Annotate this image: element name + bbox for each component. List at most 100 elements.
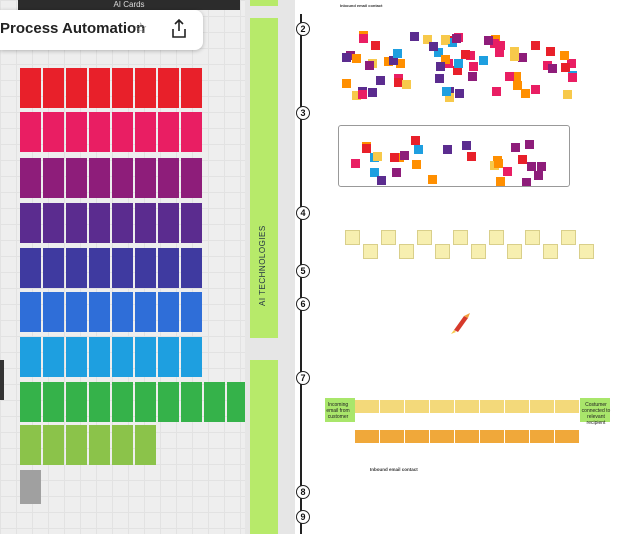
idea-sticky[interactable] — [543, 244, 558, 259]
star-icon[interactable]: ☆ — [134, 20, 148, 37]
ai-card[interactable] — [20, 68, 41, 108]
sticky-note[interactable] — [517, 52, 527, 62]
sticky-note[interactable] — [434, 48, 444, 58]
process-step-box[interactable] — [430, 400, 454, 413]
sticky-note[interactable] — [452, 66, 462, 76]
ai-card[interactable] — [112, 68, 133, 108]
ai-card[interactable] — [135, 68, 156, 108]
process-substep-box[interactable] — [480, 430, 504, 443]
ai-card[interactable] — [43, 382, 64, 422]
sticky-note[interactable] — [394, 78, 404, 88]
ai-card[interactable] — [181, 158, 202, 198]
ai-card[interactable] — [20, 248, 41, 288]
ai-card[interactable] — [20, 292, 41, 332]
process-step-box[interactable] — [505, 400, 529, 413]
sticky-note[interactable] — [341, 79, 351, 89]
ai-card[interactable] — [158, 337, 179, 377]
ai-card[interactable] — [227, 382, 248, 422]
sticky-note[interactable] — [367, 88, 377, 98]
sticky-note[interactable] — [494, 48, 504, 58]
ai-card[interactable] — [89, 68, 110, 108]
sticky-note[interactable] — [351, 91, 361, 101]
sticky-note[interactable] — [512, 80, 522, 90]
process-substep-box[interactable] — [505, 430, 529, 443]
sticky-note[interactable] — [534, 171, 544, 181]
sticky-note[interactable] — [566, 58, 576, 68]
sticky-note[interactable] — [341, 53, 351, 63]
ai-card[interactable] — [112, 292, 133, 332]
ai-card[interactable] — [135, 112, 156, 152]
ai-card[interactable] — [66, 158, 87, 198]
sticky-note[interactable] — [376, 176, 386, 186]
ai-card[interactable] — [20, 203, 41, 243]
ai-card[interactable] — [181, 68, 202, 108]
ai-card[interactable] — [181, 382, 202, 422]
ai-card[interactable] — [89, 112, 110, 152]
sticky-note[interactable] — [359, 34, 369, 44]
process-step-box[interactable] — [530, 400, 554, 413]
ai-card[interactable] — [20, 425, 41, 465]
ai-card[interactable] — [43, 292, 64, 332]
sticky-note[interactable] — [351, 53, 361, 63]
idea-sticky[interactable] — [453, 230, 468, 245]
idea-sticky[interactable] — [579, 244, 594, 259]
sticky-note[interactable] — [391, 168, 401, 178]
sticky-note[interactable] — [560, 63, 570, 73]
sticky-note[interactable] — [543, 60, 553, 70]
ai-card[interactable] — [89, 337, 110, 377]
sticky-note[interactable] — [521, 89, 531, 99]
sticky-note[interactable] — [467, 72, 477, 82]
sticky-note[interactable] — [422, 35, 432, 44]
sticky-note[interactable] — [411, 136, 421, 146]
ai-card[interactable] — [43, 425, 64, 465]
ai-card[interactable] — [112, 158, 133, 198]
sticky-note[interactable] — [350, 159, 360, 169]
ai-card[interactable] — [158, 292, 179, 332]
share-icon[interactable] — [170, 18, 188, 40]
sticky-note[interactable] — [370, 167, 380, 177]
sticky-note[interactable] — [414, 145, 423, 155]
sticky-note[interactable] — [395, 153, 405, 163]
sticky-note[interactable] — [429, 41, 439, 51]
sticky-note[interactable] — [441, 34, 451, 44]
ai-card[interactable] — [20, 158, 41, 198]
ai-card[interactable] — [89, 425, 110, 465]
process-step-box[interactable] — [355, 400, 379, 413]
ai-card[interactable] — [112, 203, 133, 243]
sticky-note[interactable] — [445, 92, 455, 102]
ai-card[interactable] — [43, 337, 64, 377]
sticky-note[interactable] — [537, 162, 547, 172]
sticky-note[interactable] — [509, 47, 519, 57]
ai-card[interactable] — [158, 112, 179, 152]
sticky-note[interactable] — [490, 38, 500, 48]
sticky-note[interactable] — [409, 31, 419, 41]
ai-card[interactable] — [20, 337, 41, 377]
ai-card[interactable] — [135, 337, 156, 377]
ai-card[interactable] — [43, 248, 64, 288]
sticky-note[interactable] — [504, 71, 514, 81]
process-substep-box[interactable] — [355, 430, 379, 443]
ai-card[interactable] — [89, 158, 110, 198]
ai-card[interactable] — [43, 203, 64, 243]
ai-card[interactable] — [181, 248, 202, 288]
ai-card[interactable] — [20, 470, 41, 504]
idea-sticky[interactable] — [507, 244, 522, 259]
ai-card[interactable] — [181, 112, 202, 152]
sticky-note[interactable] — [434, 74, 444, 84]
ai-card[interactable] — [158, 68, 179, 108]
idea-sticky[interactable] — [561, 230, 576, 245]
sticky-note[interactable] — [548, 64, 558, 74]
ai-card[interactable] — [135, 425, 156, 465]
process-step-box[interactable] — [480, 400, 504, 413]
ai-card[interactable] — [135, 382, 156, 422]
ai-card[interactable] — [112, 248, 133, 288]
process-substep-box[interactable] — [455, 430, 479, 443]
ai-card[interactable] — [158, 158, 179, 198]
sticky-note[interactable] — [491, 86, 501, 96]
process-substep-box[interactable] — [555, 430, 579, 443]
sticky-note[interactable] — [495, 40, 505, 50]
sticky-note[interactable] — [478, 56, 488, 66]
sticky-note[interactable] — [365, 61, 375, 71]
sticky-note[interactable] — [373, 152, 383, 161]
idea-sticky[interactable] — [345, 230, 360, 245]
